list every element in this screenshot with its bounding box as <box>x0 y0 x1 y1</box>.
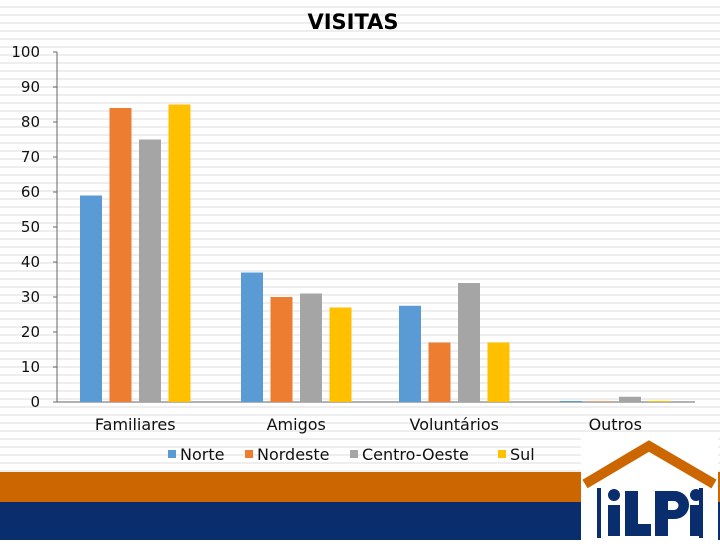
bar-nordeste-outros <box>589 401 612 402</box>
y-tick-label: 50 <box>21 218 40 236</box>
y-tick-label: 30 <box>21 288 40 306</box>
legend-label: Sul <box>510 445 535 464</box>
bar-centro-oeste-amigos <box>300 293 322 402</box>
bar-chart: VISITAS 0 10 20 30 40 50 60 70 80 90 100 Familiare… <box>11 10 695 464</box>
y-tick-label: 100 <box>11 43 40 61</box>
chart-title: VISITAS <box>307 10 398 34</box>
bar-norte-volunt-rios <box>399 305 421 402</box>
bar-sul-familiares <box>168 104 191 402</box>
legend-label: Norte <box>180 445 224 464</box>
legend-swatch-nordeste <box>245 450 253 458</box>
bar-nordeste-volunt-rios <box>428 342 451 402</box>
x-category-label: Amigos <box>267 415 326 434</box>
x-category-label: Familiares <box>95 415 176 434</box>
legend-swatch-norte <box>168 450 176 458</box>
bar-nordeste-amigos <box>270 297 293 402</box>
legend-swatch-sul <box>498 450 506 458</box>
bar-centro-oeste-outros <box>619 396 641 402</box>
bar-sul-outros <box>648 400 671 402</box>
y-tick-label: 60 <box>21 183 40 201</box>
x-category-label: Voluntários <box>410 415 499 434</box>
bar-norte-outros <box>560 400 582 402</box>
y-tick-label: 80 <box>21 113 40 131</box>
legend-label: Nordeste <box>257 445 330 464</box>
bar-centro-oeste-volunt-rios <box>458 283 480 402</box>
bar-sul-amigos <box>329 307 352 402</box>
ilpi-logo <box>581 438 718 540</box>
bar-centro-oeste-familiares <box>139 139 161 402</box>
bar-sul-volunt-rios <box>487 342 510 402</box>
y-tick-label: 20 <box>21 323 40 341</box>
y-tick-label: 70 <box>21 148 40 166</box>
y-tick-label: 0 <box>30 393 40 411</box>
bar-nordeste-familiares <box>109 108 132 402</box>
y-tick-label: 10 <box>21 358 40 376</box>
x-category-label: Outros <box>589 415 642 434</box>
y-tick-label: 90 <box>21 78 40 96</box>
legend-label: Centro-Oeste <box>362 445 469 464</box>
bar-norte-familiares <box>80 195 102 402</box>
legend-swatch-centro-oeste <box>350 450 358 458</box>
y-tick-label: 40 <box>21 253 40 271</box>
bar-norte-amigos <box>241 272 263 402</box>
